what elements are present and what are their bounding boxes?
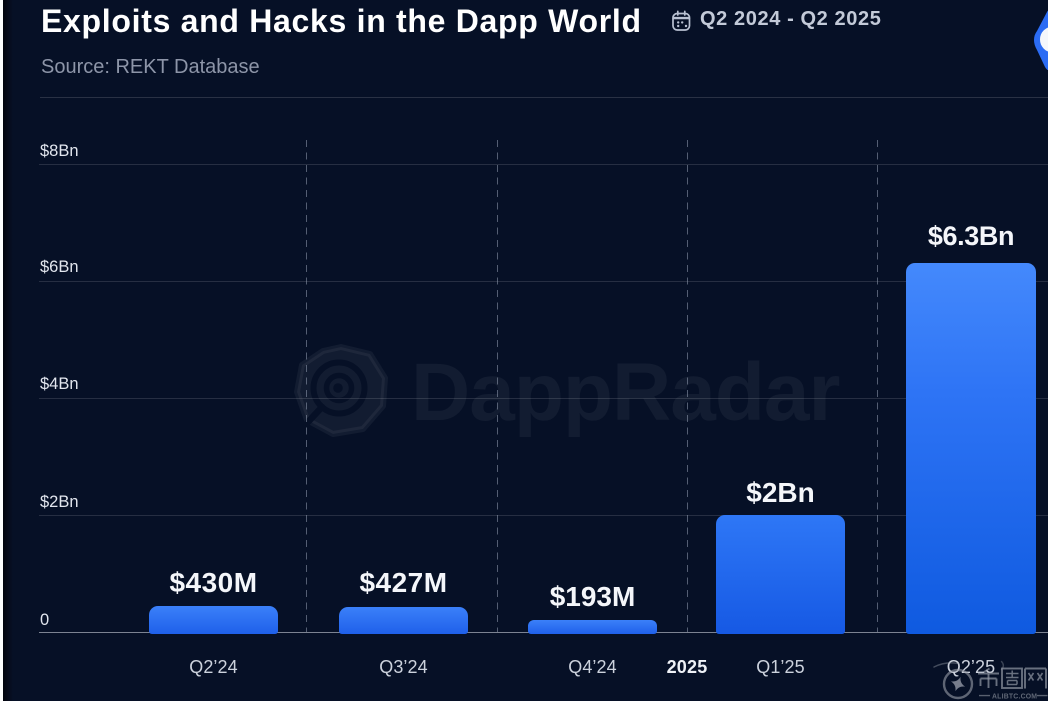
svg-text:ALIBTC.COM: ALIBTC.COM [992,693,1037,700]
